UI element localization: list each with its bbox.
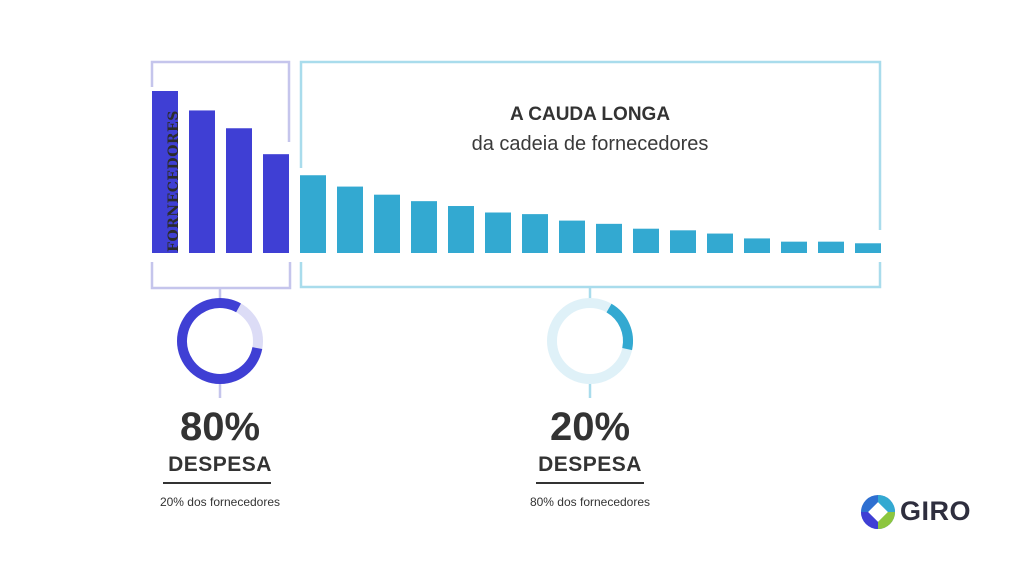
bar-8: [411, 201, 437, 253]
stat-head-percent: 80%: [179, 405, 261, 449]
tail-bracket-top: [299, 60, 882, 230]
bar-16: [707, 233, 733, 253]
callout-title: A CAUDA LONGA: [509, 104, 671, 125]
donut-tail: [547, 298, 633, 384]
tail-bracket-bottom: [299, 262, 882, 289]
bar-13: [596, 223, 622, 253]
bar-17: [744, 238, 770, 253]
donut-tail-value: [547, 298, 633, 384]
stat-tail-note: 80% dos fornecedores: [529, 495, 651, 509]
head-bracket-top: [150, 60, 291, 142]
giro-logo-mark: [861, 495, 895, 529]
bar-18: [781, 241, 807, 253]
donut-head-value: [177, 298, 263, 384]
bar-14: [633, 228, 659, 253]
bar-3: [226, 128, 252, 253]
bar-6: [337, 186, 363, 253]
stat-tail-rule: [536, 482, 644, 484]
bar-10: [485, 212, 511, 253]
bar-12: [559, 220, 585, 253]
bar-20: [855, 243, 881, 253]
stat-head-note: 20% dos fornecedores: [159, 495, 281, 509]
bar-7: [374, 194, 400, 253]
bar-11: [522, 214, 548, 253]
bar-2: [189, 110, 215, 253]
bar-15: [670, 230, 696, 253]
brand-name: GIRO: [900, 496, 972, 526]
bar-9: [448, 206, 474, 253]
stat-tail-percent: 20%: [549, 405, 631, 449]
bar-5: [300, 175, 326, 253]
stat-head-label: DESPESA: [168, 453, 272, 476]
head-bracket-bottom: [150, 262, 292, 290]
stat-tail-label: DESPESA: [538, 453, 642, 476]
stat-head-rule: [163, 482, 271, 484]
bar-1: [152, 91, 178, 253]
callout-subtitle: da cadeia de fornecedores: [471, 133, 709, 155]
bar-4: [263, 154, 289, 253]
y-axis-label: FORNECEDORES: [166, 110, 182, 252]
bar-19: [818, 241, 844, 253]
bars-group: [152, 91, 881, 253]
donut-head: [177, 298, 263, 384]
